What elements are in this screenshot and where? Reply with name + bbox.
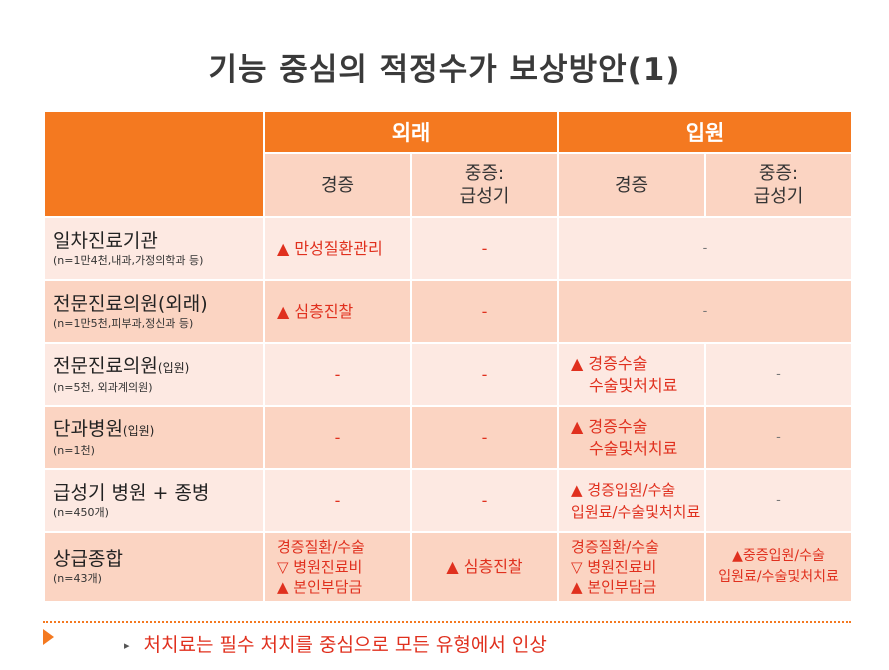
subheader-outpatient-severe: 중증: 급성기 [409,152,560,218]
row-note: (n=1천) [53,443,95,457]
table-cell: - [704,342,854,407]
table-cell: - [263,405,412,470]
table-row: 전문진료의원(외래) (n=1만5천,피부과,정신과 등) ▲ 심층진찰 - - [43,279,854,344]
row-note: (n=5천, 외과계의원) [53,380,153,394]
table-row: 일차진료기관 (n=1만4천,내과,가정의학과 등) ▲ 만성질환관리 - - [43,216,854,281]
divider [43,621,851,623]
table-cell: ▲중증입원/수술 입원료/수술및처치료 [704,531,854,603]
header-outpatient: 외래 [262,110,560,154]
row-title: 급성기 병원 + 종병 [53,481,210,504]
table-cell: ▲ 경증수술 수술및처치료 [557,405,707,470]
row-note: (n=450개) [53,505,109,519]
row-header: 전문진료의원(외래) (n=1만5천,피부과,정신과 등) [43,279,265,344]
row-header: 상급종합 (n=43개) [43,531,265,603]
table-cell: - [409,468,560,533]
table-cell: - [704,468,854,533]
row-note: (n=43개) [53,572,102,585]
table-cell: - [409,216,560,281]
table-cell: ▲ 심층진찰 [263,279,412,344]
table-cell: ▲ 경증입원/수술 입원료/수술및처치료 [557,468,707,533]
row-title: 일차진료기관 [53,229,158,252]
row-header: 급성기 병원 + 종병 (n=450개) [43,468,265,533]
table-cell: - [557,216,854,281]
subheader-outpatient-mild: 경증 [263,152,412,218]
table-row: 상급종합 (n=43개) 경증질환/수술 ▽ 병원진료비 ▲ 본인부담금 ▲ 심층진… [43,531,854,603]
table-cell: - [557,279,854,344]
table-cell: ▲ 경증수술 수술및처치료 [557,342,707,407]
row-header: 단과병원(입원) (n=1천) [43,405,265,470]
compensation-table: 외래 입원 경증 중증: 급성기 경증 중증: 급성기 일차진료기관 (n=1만4천… [43,110,854,603]
row-header: 일차진료기관 (n=1만4천,내과,가정의학과 등) [43,216,265,281]
row-title: 전문진료의원(입원) [53,354,190,377]
table-row: 단과병원(입원) (n=1천) - - ▲ 경증수술 수술및처치료 - [43,405,854,470]
table-cell: 경증질환/수술 ▽ 병원진료비 ▲ 본인부담금 [557,531,707,603]
table-row: 전문진료의원(입원) (n=5천, 외과계의원) - - ▲ 경증수술 수술및처치… [43,342,854,407]
page-title: 기능 중심의 적정수가 보상방안(1) [208,52,681,88]
table-cell: - [409,405,560,470]
footer-note: ▸ 처치료는 필수 처치를 중심으로 모든 유형에서 인상 [124,634,547,656]
bullet-arrow-icon [43,629,54,645]
row-note: (n=1만5천,피부과,정신과 등) [53,316,194,330]
table-cell: - [409,279,560,344]
table-cell: - [263,468,412,533]
bullet-icon: ▸ [124,639,130,652]
row-title: 전문진료의원(외래) [53,292,208,315]
table-cell: ▲ 심층진찰 [409,531,560,603]
table-cell: - [409,342,560,407]
header-inpatient: 입원 [557,110,854,154]
table-cell: ▲ 만성질환관리 [263,216,412,281]
header-corner [43,110,265,218]
row-title: 상급종합 [53,548,123,570]
row-note: (n=1만4천,내과,가정의학과 등) [53,253,204,267]
table-row: 급성기 병원 + 종병 (n=450개) - - ▲ 경증입원/수술 입원료/수술… [43,468,854,533]
row-title: 단과병원(입원) [53,417,155,440]
subheader-inpatient-mild: 경증 [557,152,707,218]
table-cell: 경증질환/수술 ▽ 병원진료비 ▲ 본인부담금 [263,531,412,603]
table-cell: - [263,342,412,407]
subheader-inpatient-severe: 중증: 급성기 [704,152,854,218]
row-header: 전문진료의원(입원) (n=5천, 외과계의원) [43,342,265,407]
table-cell: - [704,405,854,470]
